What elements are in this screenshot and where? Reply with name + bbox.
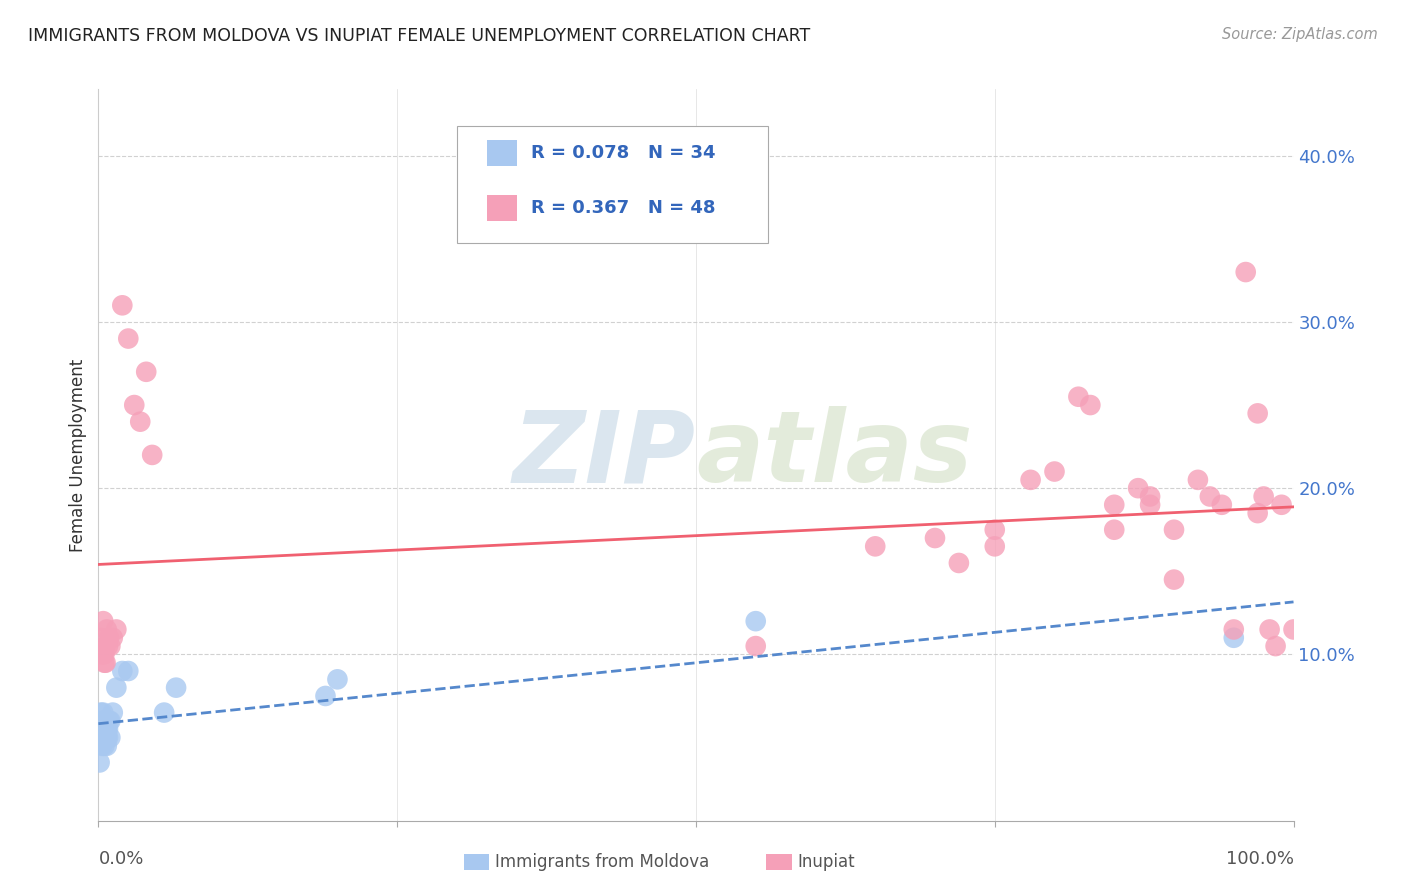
Point: [1234, 265, 1257, 279]
Point: [91, 723, 114, 737]
Point: [983, 539, 1005, 553]
Point: [97, 639, 120, 653]
Point: [94, 656, 117, 670]
Point: [1222, 623, 1246, 637]
Point: [1139, 490, 1161, 504]
Point: [96, 723, 118, 737]
Point: [97, 731, 120, 745]
Point: [90, 706, 112, 720]
Point: [98, 731, 122, 745]
FancyBboxPatch shape: [486, 195, 517, 221]
Text: Inupiat: Inupiat: [797, 853, 855, 871]
Text: 100.0%: 100.0%: [1226, 850, 1294, 868]
Point: [1246, 406, 1268, 420]
Point: [90, 631, 112, 645]
Point: [165, 681, 187, 695]
Point: [94, 714, 117, 728]
Point: [93, 714, 115, 728]
Point: [1282, 623, 1305, 637]
Point: [1043, 465, 1066, 479]
Point: [117, 332, 139, 346]
Point: [1264, 639, 1286, 653]
Text: Source: ZipAtlas.com: Source: ZipAtlas.com: [1222, 27, 1378, 42]
Point: [93, 648, 115, 662]
Point: [91, 723, 114, 737]
Point: [94, 639, 117, 653]
Point: [983, 523, 1005, 537]
Point: [91, 706, 114, 720]
Point: [1128, 481, 1150, 495]
Point: [1222, 631, 1246, 645]
Point: [90, 723, 112, 737]
Point: [94, 731, 117, 745]
Text: R = 0.367   N = 48: R = 0.367 N = 48: [531, 199, 716, 217]
FancyBboxPatch shape: [486, 140, 517, 166]
Point: [111, 664, 134, 678]
Point: [91, 714, 114, 728]
Point: [93, 739, 115, 753]
Point: [124, 398, 146, 412]
Point: [1246, 506, 1268, 520]
Point: [96, 739, 118, 753]
Point: [97, 723, 120, 737]
Point: [93, 723, 115, 737]
Point: [1102, 498, 1125, 512]
Point: [1163, 573, 1185, 587]
Point: [91, 739, 114, 753]
Text: ZIP: ZIP: [513, 407, 696, 503]
Point: [948, 556, 970, 570]
FancyBboxPatch shape: [457, 126, 768, 243]
Point: [141, 448, 163, 462]
Point: [98, 631, 121, 645]
Point: [98, 639, 122, 653]
Point: [93, 656, 115, 670]
Point: [101, 631, 124, 645]
Point: [924, 531, 946, 545]
Point: [101, 706, 124, 720]
Point: [91, 731, 114, 745]
Point: [1080, 398, 1102, 412]
Point: [96, 623, 118, 637]
Point: [91, 648, 114, 662]
Point: [129, 415, 152, 429]
Point: [135, 365, 157, 379]
Point: [93, 731, 115, 745]
Point: [1211, 498, 1233, 512]
Point: [111, 298, 134, 312]
Point: [1198, 490, 1220, 504]
Point: [863, 539, 886, 553]
Point: [1163, 523, 1185, 537]
Point: [94, 723, 117, 737]
Text: Immigrants from Moldova: Immigrants from Moldova: [495, 853, 709, 871]
Point: [1019, 473, 1042, 487]
Point: [745, 639, 768, 653]
Point: [1253, 490, 1275, 504]
Point: [315, 689, 337, 703]
Text: IMMIGRANTS FROM MOLDOVA VS INUPIAT FEMALE UNEMPLOYMENT CORRELATION CHART: IMMIGRANTS FROM MOLDOVA VS INUPIAT FEMAL…: [28, 27, 810, 45]
Point: [1187, 473, 1209, 487]
Point: [1102, 523, 1125, 537]
Point: [1139, 498, 1161, 512]
Point: [1271, 498, 1294, 512]
Text: 0.0%: 0.0%: [98, 850, 143, 868]
Point: [98, 714, 122, 728]
Point: [153, 706, 176, 720]
Point: [89, 756, 111, 770]
Point: [96, 731, 118, 745]
Point: [745, 614, 768, 628]
Point: [105, 681, 128, 695]
Point: [91, 614, 114, 628]
Point: [98, 714, 121, 728]
Text: atlas: atlas: [696, 407, 973, 503]
Point: [117, 664, 139, 678]
Point: [326, 673, 349, 687]
Point: [1067, 390, 1090, 404]
Text: R = 0.078   N = 34: R = 0.078 N = 34: [531, 145, 716, 162]
Y-axis label: Female Unemployment: Female Unemployment: [69, 359, 87, 551]
Point: [105, 623, 128, 637]
Point: [1258, 623, 1281, 637]
